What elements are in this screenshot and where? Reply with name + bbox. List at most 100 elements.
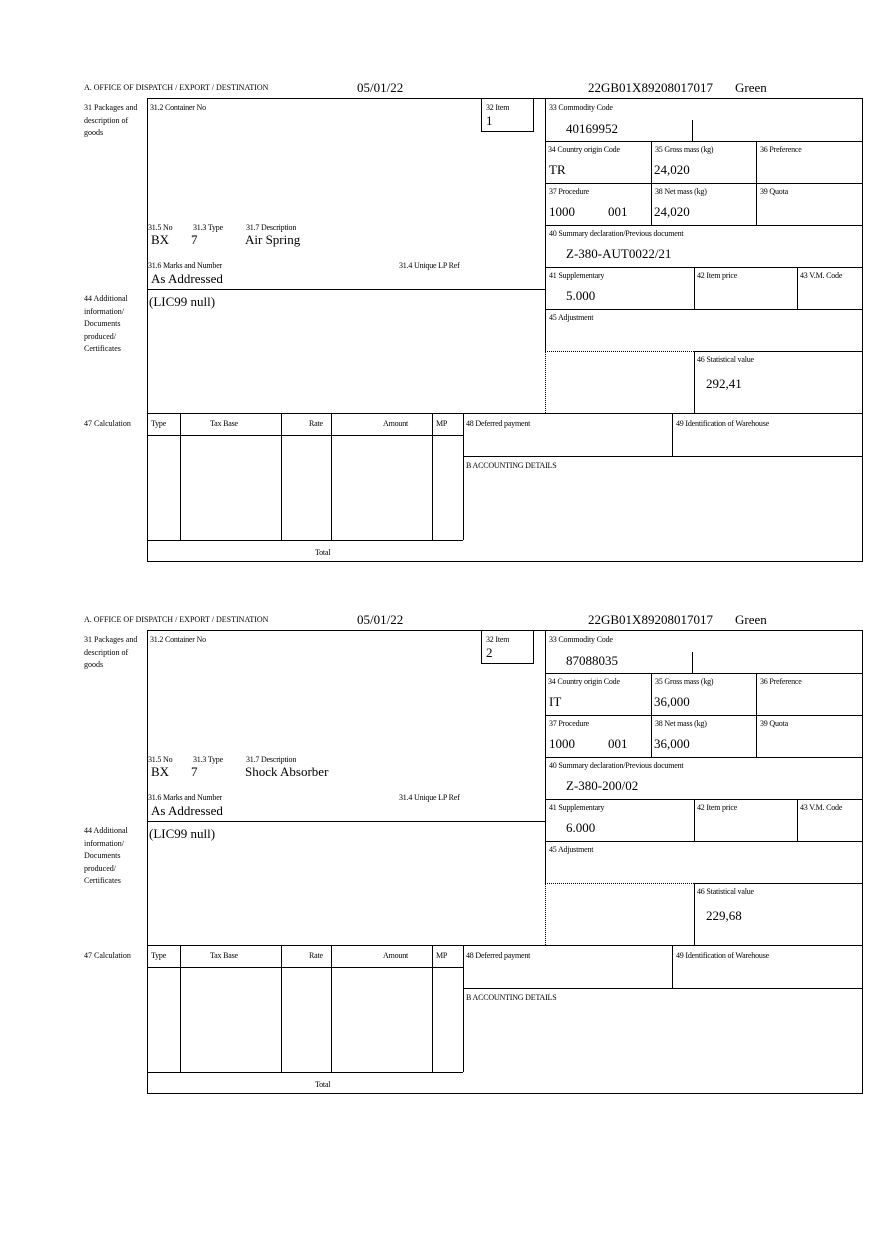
summary-document: Z-380-200/02: [566, 778, 639, 793]
packages-label: 31 Packages and description of goods: [84, 635, 138, 669]
procedure-code: 1000: [549, 204, 575, 219]
divider: [147, 967, 463, 968]
adjustment-label: 45 Adjustment: [549, 313, 594, 322]
goods-description: Shock Absorber: [245, 764, 329, 779]
divider: [797, 799, 798, 841]
col-rate: Rate: [309, 419, 323, 428]
gross-mass: 36,000: [654, 694, 690, 709]
divider: [180, 945, 181, 1072]
divider: [463, 456, 862, 457]
marks-value: As Addressed: [151, 803, 223, 818]
supplementary-label: 41 Supplementary: [549, 271, 605, 280]
additional-info-label: 44 Additional information/ Documents pro…: [84, 294, 128, 353]
col-mp: MP: [436, 951, 448, 960]
divider: [862, 630, 863, 1093]
summary-label: 40 Summary declaration/Previous document: [549, 229, 684, 238]
procedure-extra: 001: [608, 736, 628, 751]
marks-label: 31.6 Marks and Number: [148, 261, 223, 270]
divider: [147, 435, 463, 436]
net-mass: 24,020: [654, 204, 690, 219]
packages-label: 31 Packages and description of goods: [84, 103, 138, 137]
divider: [533, 98, 534, 131]
divider: [545, 141, 862, 142]
accounting-details-label: B ACCOUNTING DETAILS: [466, 993, 557, 1002]
divider: [694, 351, 862, 352]
container-label: 31.2 Container No: [150, 635, 206, 644]
calculation-label: 47 Calculation: [84, 419, 131, 428]
net-mass-label: 38 Net mass (kg): [655, 187, 707, 196]
accounting-details-label: B ACCOUNTING DETAILS: [466, 461, 557, 470]
divider: [756, 141, 757, 225]
divider: [463, 413, 464, 540]
divider: [481, 98, 482, 131]
divider: [694, 267, 695, 309]
col-rate: Rate: [309, 951, 323, 960]
preference-label: 36 Preference: [760, 677, 802, 686]
commodity-code: 87088035: [566, 653, 618, 668]
item-number: 1: [486, 113, 493, 128]
summary-label: 40 Summary declaration/Previous document: [549, 761, 684, 770]
total-label: Total: [315, 548, 331, 557]
divider: [545, 98, 546, 351]
divider: [533, 630, 534, 663]
divider: [147, 98, 863, 99]
divider: [147, 98, 148, 561]
deferred-payment-label: 48 Deferred payment: [466, 951, 531, 960]
statistical-label: 46 Statistical value: [697, 355, 754, 364]
col-mp: MP: [436, 419, 448, 428]
divider: [147, 821, 545, 822]
col-amount: Amount: [383, 419, 409, 428]
item-price-label: 42 Item price: [697, 803, 738, 812]
divider: [147, 1093, 863, 1094]
divider: [797, 267, 798, 309]
divider: [545, 883, 546, 945]
procedure-code: 1000: [549, 736, 575, 751]
divider: [481, 630, 482, 663]
deferred-payment-label: 48 Deferred payment: [466, 419, 531, 428]
supplementary-value: 5.000: [566, 288, 596, 303]
divider: [545, 757, 862, 758]
divider: [481, 131, 534, 132]
procedure-label: 37 Procedure: [549, 719, 590, 728]
divider: [694, 351, 695, 413]
divider: [147, 945, 863, 946]
divider: [281, 413, 282, 540]
supplementary-label: 41 Supplementary: [549, 803, 605, 812]
net-mass-label: 38 Net mass (kg): [655, 719, 707, 728]
divider: [331, 945, 332, 1072]
commodity-label: 33 Commodity Code: [549, 103, 613, 112]
divider: [672, 413, 673, 456]
divider: [481, 663, 534, 664]
package-type: 7: [191, 764, 198, 779]
divider: [331, 413, 332, 540]
divider: [694, 883, 695, 945]
divider: [545, 883, 694, 884]
unique-ref-label: 31.4 Unique LP Ref: [399, 793, 460, 802]
col-type: Type: [151, 951, 167, 960]
declaration-reference: 22GB01X89208017017: [588, 80, 713, 95]
divider: [692, 120, 693, 141]
gross-mass: 24,020: [654, 162, 690, 177]
preference-label: 36 Preference: [760, 145, 802, 154]
divider: [672, 945, 673, 988]
adjustment-label: 45 Adjustment: [549, 845, 594, 854]
divider: [862, 98, 863, 561]
divider: [281, 945, 282, 1072]
divider: [545, 183, 862, 184]
divider: [651, 673, 652, 757]
warehouse-label: 49 Identification of Warehouse: [676, 419, 769, 428]
divider: [756, 673, 757, 757]
country-label: 34 Country origin Code: [548, 677, 620, 686]
divider: [545, 841, 862, 842]
vm-code-label: 43 V.M. Code: [800, 803, 843, 812]
item-price-label: 42 Item price: [697, 271, 738, 280]
no-label: 31.5 No: [148, 223, 173, 232]
warehouse-label: 49 Identification of Warehouse: [676, 951, 769, 960]
vm-code-label: 43 V.M. Code: [800, 271, 843, 280]
divider: [180, 413, 181, 540]
statistical-value: 229,68: [706, 908, 742, 923]
divider: [545, 351, 694, 352]
divider: [545, 715, 862, 716]
divider: [545, 309, 862, 310]
route-channel: Green: [735, 80, 767, 95]
